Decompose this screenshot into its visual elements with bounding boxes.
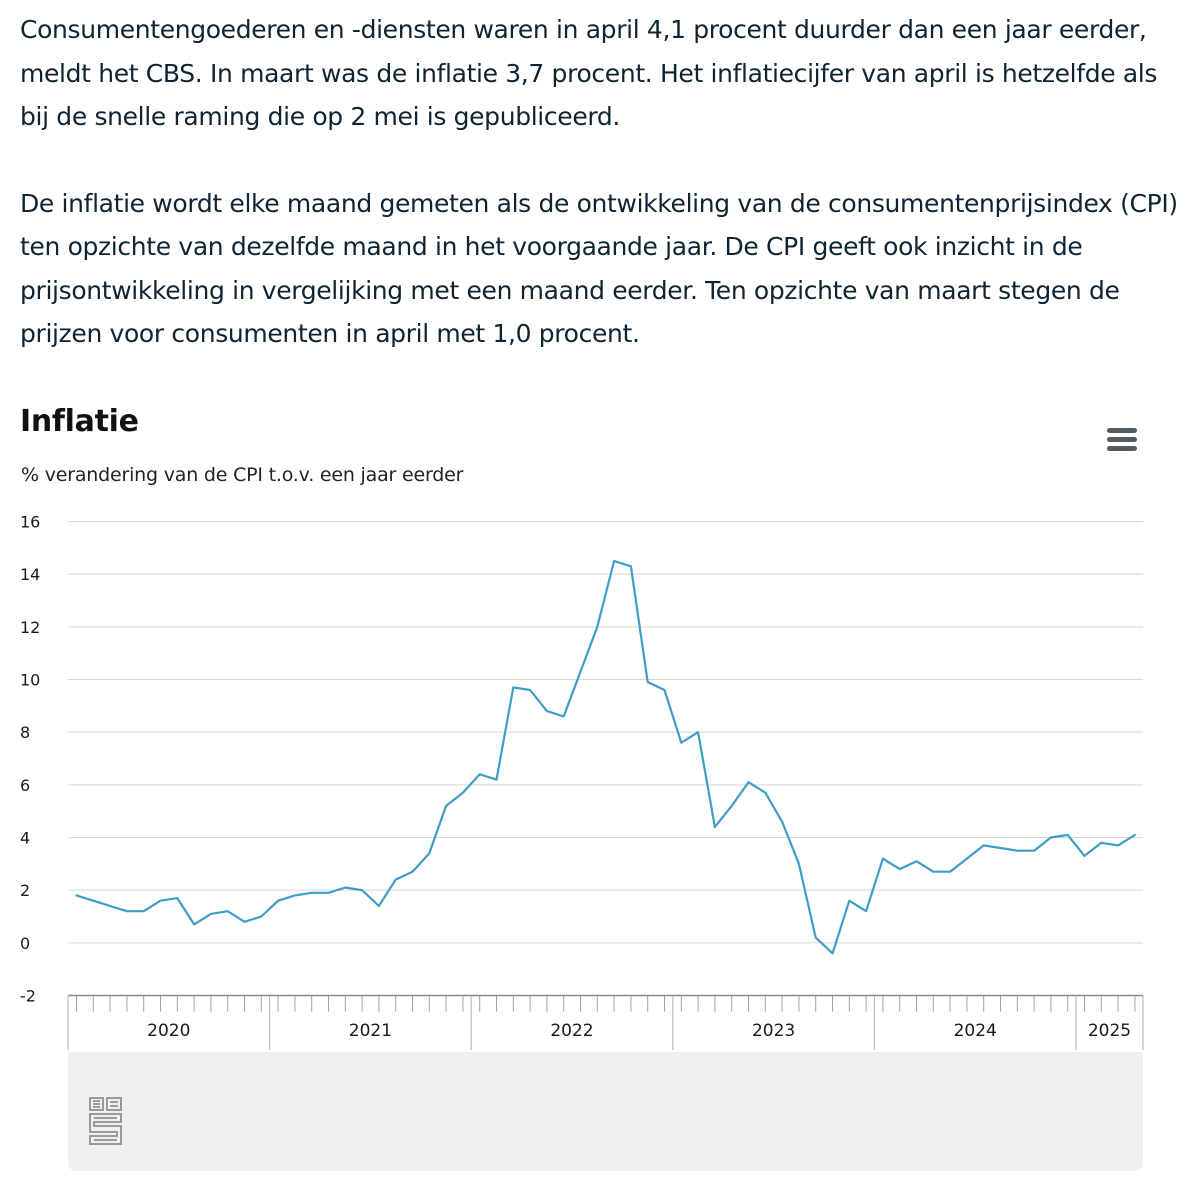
y-tick-label: -2 (20, 987, 36, 1006)
series-line (75, 559, 1137, 955)
grid-lines (68, 521, 1143, 944)
y-tick-label: 14 (20, 565, 40, 584)
y-tick-label: 4 (20, 829, 30, 848)
y-tick-label: 2 (20, 881, 30, 900)
x-year-label: 2023 (752, 1021, 795, 1041)
cbs-logo-icon (88, 1096, 124, 1154)
y-tick-label: 8 (20, 723, 30, 742)
chart-subtitle: % verandering van de CPI t.o.v. een jaar… (21, 464, 464, 486)
y-tick-label: 16 (20, 513, 40, 532)
x-year-label: 2020 (147, 1021, 190, 1041)
chart-menu-button[interactable] (1104, 424, 1140, 456)
article-paragraph-1: Consumentengoederen en -diensten waren i… (20, 15, 1158, 131)
y-tick-label: 0 (20, 934, 30, 953)
x-year-label: 2024 (954, 1021, 997, 1041)
x-year-label: 2022 (550, 1021, 593, 1041)
inflation-line-chart: 16 14 12 10 8 6 4 2 0 -2 2020 2021 2022 2023 2024 2025 (20, 513, 1144, 1050)
chart-navigator-panel[interactable] (68, 1052, 1143, 1171)
article-paragraph-2: De inflatie wordt elke maand gemeten als… (20, 188, 1178, 349)
x-year-label: 2025 (1088, 1021, 1131, 1041)
x-axis: 2020 2021 2022 2023 2024 2025 (67, 994, 1144, 1050)
y-tick-label: 6 (20, 776, 30, 795)
x-year-label: 2021 (349, 1021, 392, 1041)
y-tick-label: 12 (20, 618, 40, 637)
series-layer (75, 559, 1137, 955)
y-axis-ticks: 16 14 12 10 8 6 4 2 0 -2 (20, 513, 40, 1006)
y-tick-label: 10 (20, 671, 40, 690)
chart-title: Inflatie (20, 404, 139, 439)
article-text: Consumentengoederen en -diensten waren i… (20, 8, 1185, 356)
